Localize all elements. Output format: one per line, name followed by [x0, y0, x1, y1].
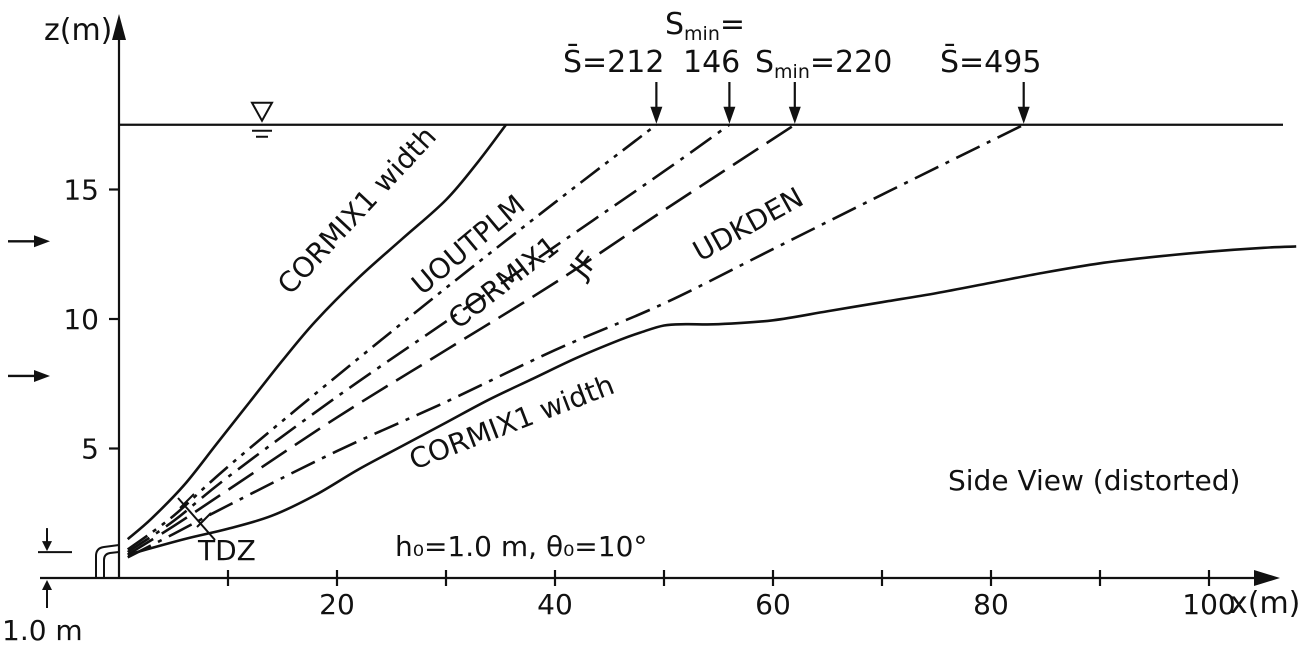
y-tick-label: 15: [63, 174, 99, 207]
dilution-arrow-icon: [723, 106, 736, 124]
parameters-label: h₀=1.0 m, θ₀=10°: [395, 530, 647, 563]
series-4-udkden-line: [127, 123, 1025, 559]
tdz-label: TDZ: [197, 534, 256, 567]
water-surface-icon: [250, 101, 274, 123]
dilution-annotation-sub: min: [684, 23, 720, 45]
x-tick-label: 100: [1182, 588, 1235, 621]
y-axis-arrowhead: [112, 14, 126, 40]
series-3-jf-line: [127, 123, 796, 556]
series-5-cormix1-width-line: [127, 245, 1297, 556]
dilution-annotation-tail: =: [720, 7, 745, 42]
tdz-marker: [196, 512, 212, 528]
port-height-label: 1.0 m: [2, 614, 83, 645]
x-tick-label: 80: [973, 588, 1009, 621]
dilution-annotation-main: S̄=495: [940, 44, 1041, 80]
dilution-annotation-main: S̄=212: [563, 44, 664, 80]
discharge-pipe-icon: [103, 551, 120, 578]
port-height-arrow-icon: [42, 580, 52, 590]
dilution-arrow-icon: [650, 106, 663, 124]
port-height-arrow-icon: [42, 541, 52, 552]
series-1-uoutplm-line: [126, 123, 658, 551]
series-layer: [126, 123, 1297, 559]
current-arrow-icon: [34, 235, 50, 248]
dilution-annotation-main: S: [755, 45, 774, 80]
dilution-annotation: Smin=220: [755, 45, 892, 83]
series-2-cormix1-line: [126, 123, 731, 554]
x-axis-label: x(m): [1230, 586, 1300, 621]
axes: x(m) z(m) 20 40 60 80 100 5 10 15 1.0 m: [2, 13, 1300, 645]
dilution-arrow-icon: [1017, 106, 1030, 124]
dilution-arrow-icon: [788, 106, 801, 124]
series-5-cormix1-width-label: CORMIX1 width: [405, 368, 619, 476]
dilution-annotation: S̄=212: [563, 44, 664, 80]
y-tick-label: 10: [63, 303, 99, 336]
y-tick-label: 5: [81, 433, 99, 466]
view-note: Side View (distorted): [948, 464, 1240, 497]
series-0-cormix1-width-line: [126, 123, 507, 541]
dilution-annotation-main: S: [665, 7, 684, 42]
x-tick-label: 40: [537, 588, 573, 621]
dilution-annotation-tail: =220: [810, 45, 892, 80]
x-tick-label: 20: [319, 588, 355, 621]
series-3-jf-label: JF: [562, 245, 604, 286]
dilution-annotation: Smin=: [665, 7, 745, 45]
tdz-marker: [179, 493, 195, 509]
x-tick-label: 60: [755, 588, 791, 621]
dilution-annotation-value: 146: [683, 45, 740, 80]
current-arrow-icon: [34, 369, 50, 382]
series-4-udkden-label: UDKDEN: [687, 181, 808, 268]
dilution-annotation: S̄=495: [940, 44, 1041, 80]
x-axis-arrowhead: [1254, 570, 1280, 586]
y-axis-label: z(m): [44, 13, 112, 48]
discharge-pipe-icon: [95, 544, 120, 578]
dilution-annotation-sub: min: [774, 61, 810, 83]
